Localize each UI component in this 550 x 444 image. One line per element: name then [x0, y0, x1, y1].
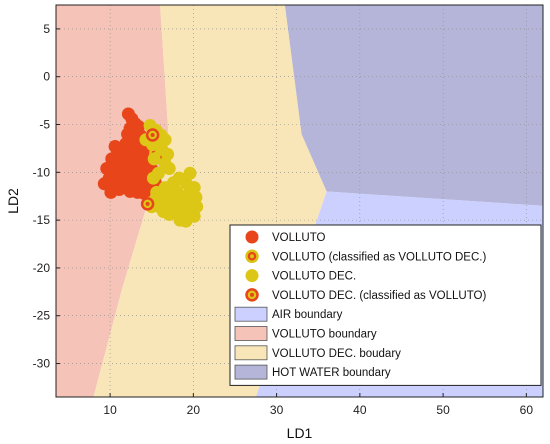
legend-label: VOLLUTO DEC. boudary	[272, 348, 401, 360]
legend-swatch	[234, 345, 268, 361]
legend-item-volluto: VOLLUTO	[245, 230, 326, 244]
y-tick-label: -15	[33, 213, 51, 227]
point-volluto-dec	[187, 181, 201, 195]
legend-swatch	[234, 326, 268, 341]
point-volluto	[104, 185, 118, 199]
legend-marker-center	[250, 254, 254, 259]
point-volluto-dec	[183, 166, 197, 180]
point-volluto-dec	[147, 152, 161, 166]
legend-swatch	[234, 364, 268, 380]
y-tick-label: -25	[33, 309, 51, 323]
legend-label: VOLLUTO	[272, 232, 326, 244]
point-volluto-dec-classified-as-volluto-center	[145, 201, 150, 206]
point-volluto-dec	[179, 214, 193, 228]
y-tick-label: -20	[33, 261, 51, 275]
y-tick-label: -5	[39, 118, 50, 132]
legend-item-volluto-dec-boudary: VOLLUTO DEC. boudary	[234, 345, 401, 361]
legend-label: AIR boundary	[272, 309, 343, 321]
x-tick-label: 20	[187, 403, 201, 417]
legend: VOLLUTO VOLLUTO (classified as VOLLUTO DE…	[229, 224, 542, 386]
legend-item-volluto-dec: VOLLUTO DEC.	[245, 269, 356, 283]
legend-item-hot-water-boundary: HOT WATER boundary	[234, 364, 391, 380]
legend-box	[229, 224, 542, 386]
point-volluto-dec-classified-as-volluto-center	[150, 133, 155, 137]
legend-item-volluto-dec-classified-as-volluto: VOLLUTO DEC. (classified as VOLLUTO)	[245, 288, 486, 302]
x-tick-label: 60	[520, 403, 534, 417]
y-tick-label: -10	[33, 165, 51, 179]
y-tick-label: -30	[33, 357, 51, 371]
legend-marker	[245, 269, 259, 283]
legend-label: VOLLUTO (classified as VOLLUTO DEC.)	[272, 251, 486, 263]
legend-label: VOLLUTO DEC. (classified as VOLLUTO)	[272, 290, 486, 302]
x-tick-label: 30	[270, 403, 284, 417]
scatter-points	[97, 107, 204, 228]
x-axis-label: LD1	[287, 425, 313, 441]
region-hot-water-boundary	[284, 5, 543, 206]
legend-item-volluto-boundary: VOLLUTO boundary	[234, 326, 377, 341]
point-volluto	[128, 135, 142, 149]
region-volluto-boundary	[56, 5, 169, 397]
point-volluto	[137, 186, 151, 200]
x-tick-label: 50	[436, 403, 450, 417]
x-tick-label: 10	[103, 403, 117, 417]
y-axis-label: LD2	[5, 188, 21, 214]
point-volluto	[114, 150, 128, 164]
legend-marker-center	[250, 292, 254, 297]
legend-label: VOLLUTO DEC.	[272, 271, 356, 283]
legend-swatch	[234, 306, 268, 322]
point-volluto-dec	[166, 181, 180, 195]
y-tick-label: 0	[43, 70, 50, 84]
y-tick-label: 5	[43, 22, 50, 36]
legend-item-air-boundary: AIR boundary	[234, 306, 343, 322]
legend-marker	[245, 230, 259, 244]
point-volluto-dec	[146, 171, 160, 185]
plot-frame	[55, 4, 544, 398]
legend-label: VOLLUTO boundary	[272, 329, 377, 341]
x-tick-label: 40	[353, 403, 367, 417]
point-volluto-dec	[153, 137, 167, 151]
legend-label: HOT WATER boundary	[272, 367, 391, 379]
legend-item-volluto-classified-as-volluto-dec: VOLLUTO (classified as VOLLUTO DEC.)	[245, 249, 486, 263]
point-volluto-dec	[162, 162, 176, 175]
